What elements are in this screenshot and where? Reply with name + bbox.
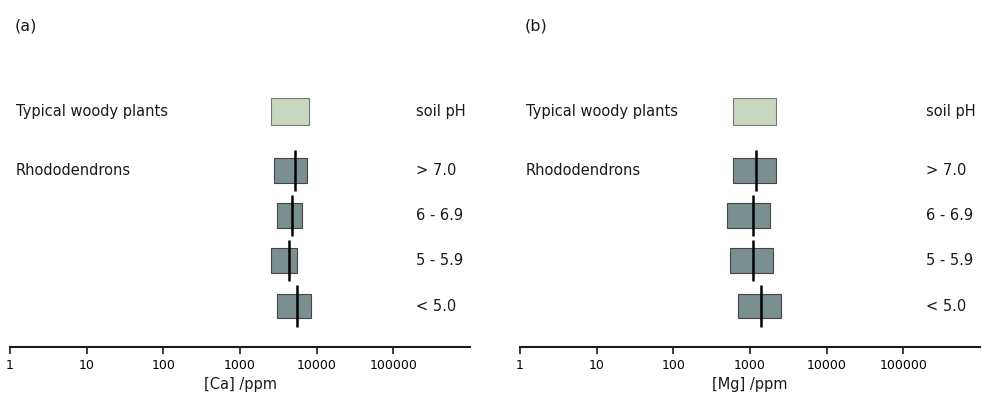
Bar — [730, 249, 773, 273]
Text: < 5.0: < 5.0 — [416, 299, 457, 314]
Bar — [738, 294, 781, 318]
Text: 5 - 5.9: 5 - 5.9 — [926, 253, 974, 268]
Bar — [727, 203, 770, 228]
Text: 5 - 5.9: 5 - 5.9 — [416, 253, 464, 268]
Text: Rhododendrons: Rhododendrons — [16, 163, 131, 178]
Text: < 5.0: < 5.0 — [926, 299, 967, 314]
Text: soil pH: soil pH — [416, 104, 466, 119]
Text: (b): (b) — [525, 18, 547, 33]
Text: Typical woody plants: Typical woody plants — [16, 104, 168, 119]
Bar — [274, 158, 307, 183]
X-axis label: [Ca] /ppm: [Ca] /ppm — [204, 377, 276, 392]
Text: Typical woody plants: Typical woody plants — [526, 104, 678, 119]
Text: soil pH: soil pH — [926, 104, 976, 119]
Bar — [271, 98, 309, 125]
Bar — [733, 158, 776, 183]
Text: (a): (a) — [15, 18, 37, 33]
Bar — [277, 203, 302, 228]
Text: > 7.0: > 7.0 — [926, 163, 967, 178]
X-axis label: [Mg] /ppm: [Mg] /ppm — [712, 377, 788, 392]
Bar — [271, 249, 297, 273]
Text: 6 - 6.9: 6 - 6.9 — [416, 208, 464, 223]
Text: > 7.0: > 7.0 — [416, 163, 457, 178]
Bar — [277, 294, 311, 318]
Text: 6 - 6.9: 6 - 6.9 — [926, 208, 974, 223]
Bar — [733, 98, 776, 125]
Text: Rhododendrons: Rhododendrons — [526, 163, 641, 178]
